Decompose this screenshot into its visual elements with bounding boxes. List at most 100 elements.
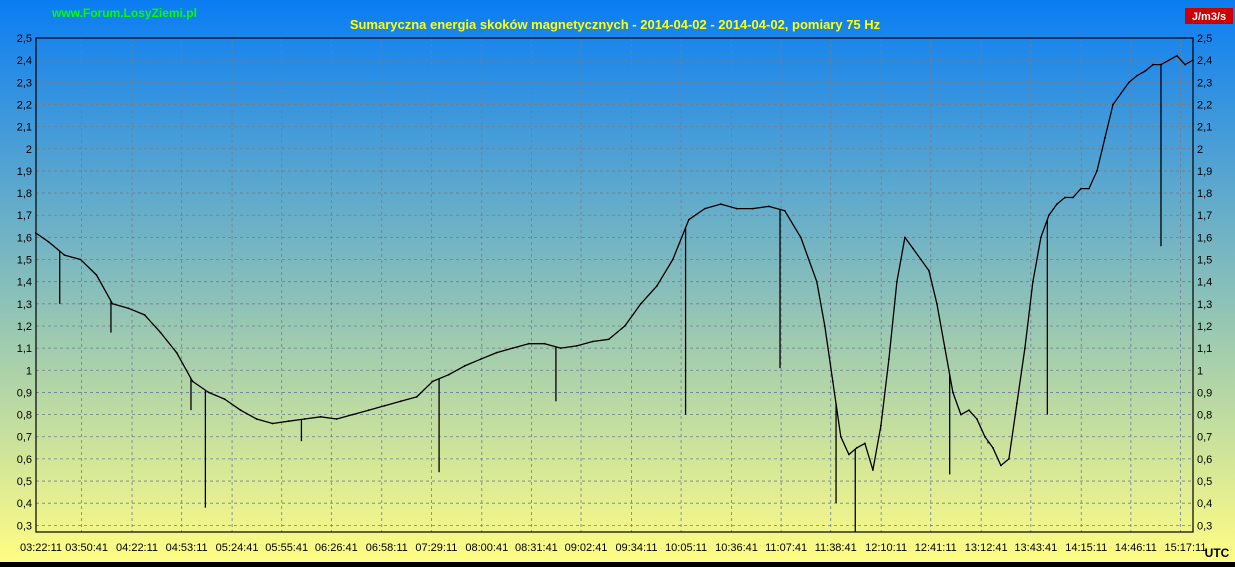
data-point [872,469,874,471]
y-tick-label-right: 2,5 [1197,33,1212,45]
data-point [79,258,82,261]
x-tick-label: 07:29:11 [415,542,457,554]
data-point [34,232,37,234]
site-label[interactable]: www.Forum.LosyZiemi.pl [51,6,197,20]
y-tick-label-right: 2,1 [1197,122,1212,134]
data-point [856,446,858,449]
y-tick-label-left: 2,4 [17,55,32,67]
data-point [335,418,338,420]
x-tick-label: 11:07:41 [765,542,807,554]
data-point [559,347,562,349]
data-point [1112,103,1114,106]
data-point [888,358,890,361]
y-tick-label-left: 0,3 [17,520,32,532]
y-tick-label-right: 0,7 [1197,432,1212,444]
y-tick-label-right: 1,3 [1197,299,1212,311]
y-tick-label-right: 2 [1197,144,1203,156]
data-point [703,207,706,210]
x-tick-label: 13:12:41 [965,542,1008,554]
unit-label: J/m3/s [1192,11,1226,23]
data-point [976,418,978,420]
data-point [1168,59,1170,62]
y-tick-label-left: 1,9 [17,166,32,178]
series-group [34,54,1194,532]
data-point [960,413,962,416]
data-point [864,442,866,445]
data-point [751,207,754,210]
x-tick-label: 11:38:41 [815,542,857,554]
y-tick-label-right: 1,6 [1197,232,1212,244]
data-point [575,345,578,347]
y-tick-label-right: 1,9 [1197,166,1212,178]
y-tick-label-right: 1,2 [1197,321,1212,333]
data-point [271,422,274,425]
data-point [912,247,914,250]
x-tick-label: 03:50:41 [65,542,108,554]
x-tick-label: 08:31:41 [515,542,558,554]
data-point [655,285,658,287]
data-point [735,207,738,210]
data-point [111,302,114,305]
x-tick-label: 13:43:41 [1014,542,1057,554]
data-point [1024,347,1026,349]
y-tick-label-left: 1,6 [17,232,32,244]
data-point [623,325,626,327]
data-point [1008,458,1010,460]
x-tick-label: 14:46:11 [1115,542,1157,554]
data-point [1096,170,1098,172]
data-point [1192,59,1194,62]
data-point [1080,187,1082,190]
y-tick-label-right: 0,5 [1197,476,1212,488]
data-point [239,409,242,412]
y-axis-right: 2,5 2,4 2,3 2,2 2,1 2 1,9 1,8 1,7 1,6 1,5 1,4 1,3 1,2… [1197,33,1212,532]
x-tick-label: 09:34:11 [615,542,657,554]
data-point [431,380,434,383]
data-point [1120,92,1122,95]
data-point [1128,81,1130,84]
data-point [1048,214,1050,217]
y-tick-label-right: 1,1 [1197,343,1212,355]
data-point [287,420,290,423]
y-tick-label-right: 0,9 [1197,387,1212,399]
y-tick-label-right: 1,7 [1197,210,1212,222]
data-point [191,380,194,383]
y-tick-label-right: 1 [1197,365,1203,377]
y-tick-label-left: 2,5 [17,33,32,45]
x-tick-label: 10:05:11 [665,542,707,554]
data-point [463,365,466,367]
y-tick-label-right: 1,4 [1197,277,1212,289]
y-tick-label-left: 1,2 [17,321,32,333]
x-tick-label: 04:22:11 [116,542,158,554]
data-point [904,236,906,239]
data-point [1104,136,1106,139]
data-point [319,415,322,418]
data-point [47,240,50,243]
data-point [223,398,226,400]
data-point [447,373,450,376]
data-point [1088,187,1090,190]
y-tick-label-left: 1 [26,365,32,377]
data-point [415,396,418,398]
x-tick-label: 05:24:41 [216,542,259,554]
y-tick-label-left: 0,8 [17,410,32,422]
data-point [1000,464,1002,467]
x-tick-label: 09:02:41 [565,542,608,554]
x-tick-label: 10:36:41 [715,542,758,554]
data-point [127,307,130,310]
data-point [952,391,954,394]
data-point [159,331,162,334]
data-point [687,218,690,221]
data-point [1144,70,1146,73]
y-tick-label-right: 0,4 [1197,498,1212,510]
data-point [767,205,770,208]
y-tick-label-left: 1,7 [17,210,32,222]
y-tick-label-right: 1,5 [1197,255,1212,267]
x-tick-label: 06:58:11 [366,542,408,554]
data-point [143,314,146,316]
data-point [591,340,594,343]
y-tick-label-left: 1,4 [17,277,32,289]
data-point [839,435,842,438]
x-tick-label: 12:41:11 [915,542,957,554]
x-tick-label: 05:55:41 [265,542,308,554]
